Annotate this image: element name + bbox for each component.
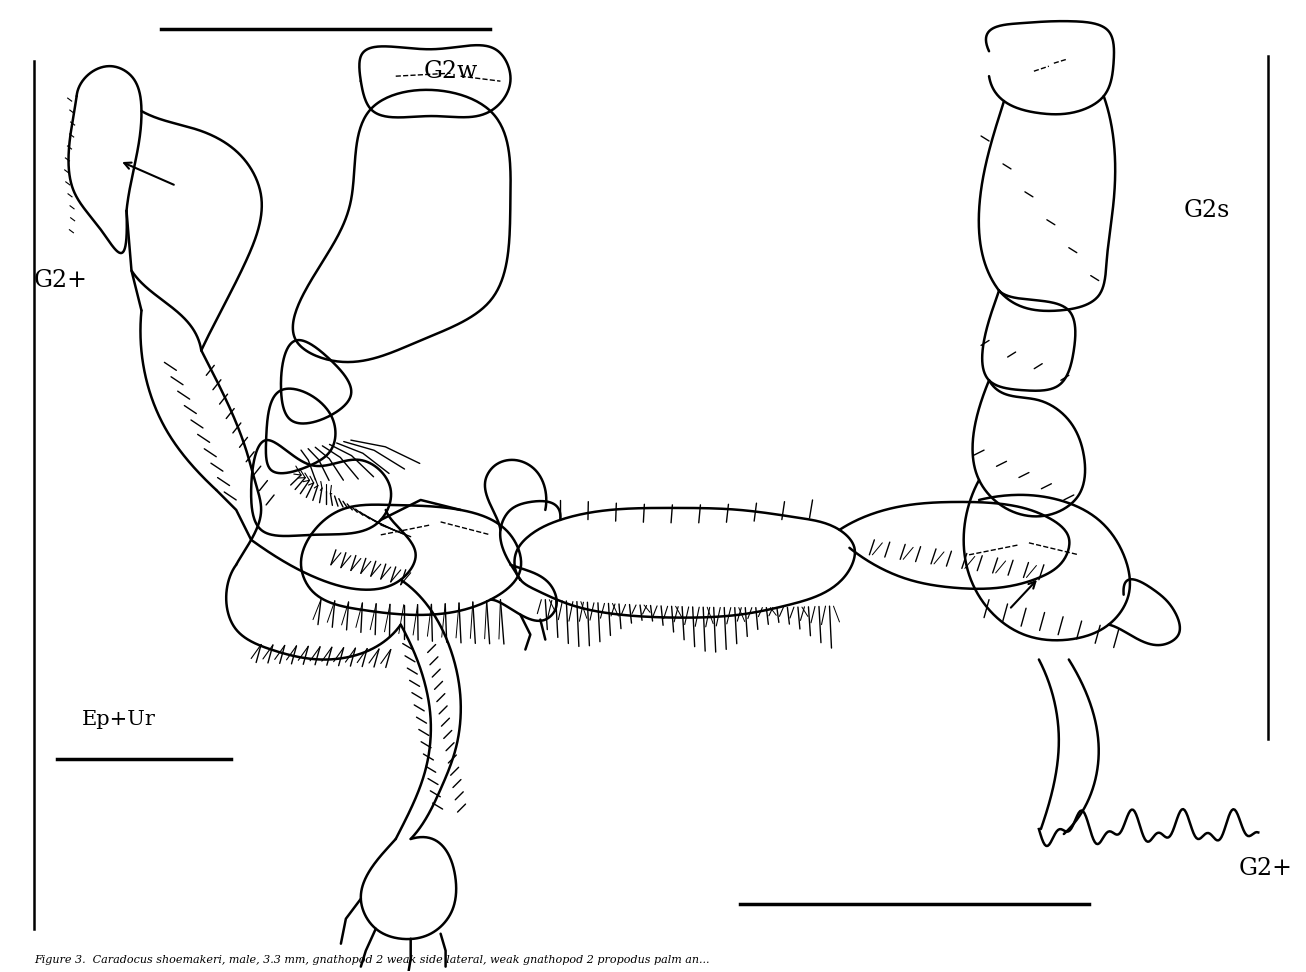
Text: Figure 3.  Caradocus shoemakeri, male, 3.3 mm, gnathopod 2 weak side lateral, we: Figure 3. Caradocus shoemakeri, male, 3.… (34, 955, 709, 964)
Text: G2s: G2s (1183, 199, 1230, 223)
Text: Ep+Ur: Ep+Ur (82, 710, 155, 729)
Text: G2w: G2w (423, 59, 478, 83)
Text: G2+: G2+ (1238, 857, 1292, 881)
Text: G2+: G2+ (34, 269, 88, 293)
